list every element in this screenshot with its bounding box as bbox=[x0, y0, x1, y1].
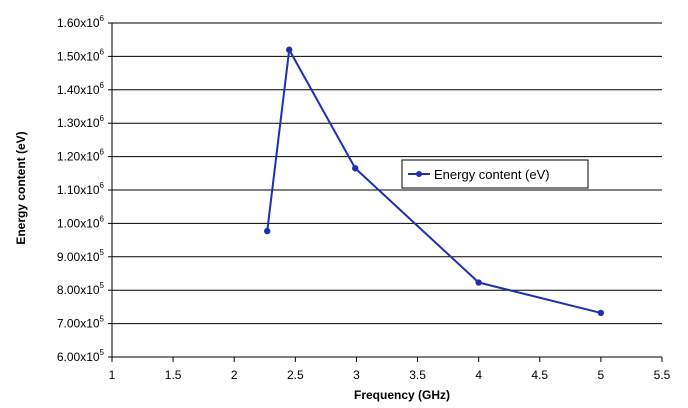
x-tick-label: 1 bbox=[109, 368, 116, 382]
y-tick-label: 1.00x106 bbox=[57, 214, 105, 230]
y-tick-label: 1.20x106 bbox=[57, 148, 105, 164]
series bbox=[264, 46, 605, 317]
y-tick-label: 9.00x105 bbox=[57, 248, 105, 264]
x-tick-label: 3.5 bbox=[409, 368, 426, 382]
x-tick-label: 2.5 bbox=[287, 368, 304, 382]
data-point bbox=[597, 309, 605, 317]
y-tick-label: 1.30x106 bbox=[57, 114, 105, 130]
legend-label: Energy content (eV) bbox=[434, 167, 550, 182]
x-tick-label: 2 bbox=[231, 368, 238, 382]
legend-box bbox=[401, 159, 589, 189]
data-point bbox=[264, 227, 271, 235]
data-point bbox=[286, 46, 293, 53]
y-tick-label: 6.00x105 bbox=[57, 348, 105, 364]
x-tick-label: 3 bbox=[353, 368, 360, 382]
x-tick-label: 4.5 bbox=[531, 368, 548, 382]
y-tick-label: 1.60x106 bbox=[57, 14, 105, 30]
x-tick-label: 5 bbox=[598, 368, 605, 382]
y-tick-label: 8.00x105 bbox=[57, 281, 105, 297]
x-tick-label: 4 bbox=[475, 368, 482, 382]
x-tick-label: 1.5 bbox=[165, 368, 182, 382]
y-tick-label: 1.40x106 bbox=[57, 81, 105, 97]
grid bbox=[112, 22, 662, 325]
data-point bbox=[475, 279, 482, 286]
legend: Energy content (eV) bbox=[401, 159, 589, 189]
x-axis-title: Frequency (GHz) bbox=[354, 388, 450, 402]
data-point bbox=[352, 165, 359, 172]
axes: 6.00x105 7.00x105 8.00x105 9.00x105 1.00x106… bbox=[57, 14, 671, 382]
y-tick-label: 1.10x106 bbox=[57, 181, 105, 197]
y-tick-label: 1.50x106 bbox=[57, 47, 105, 63]
legend-marker bbox=[416, 171, 422, 177]
y-axis-title: Energy content (eV) bbox=[14, 131, 28, 244]
x-tick-label: 5.5 bbox=[654, 368, 671, 382]
y-tick-label: 7.00x105 bbox=[57, 315, 105, 331]
